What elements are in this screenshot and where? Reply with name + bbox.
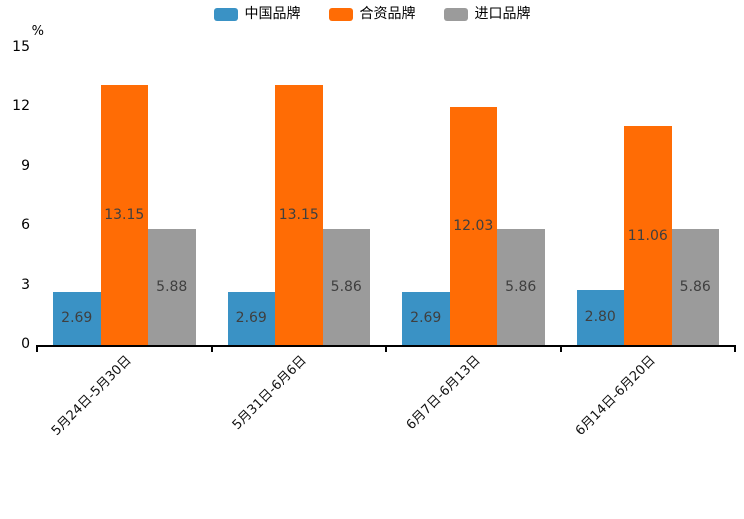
bar-joint-venture-brand [275,84,323,345]
bar-value-label: 2.69 [235,310,267,327]
x-axis-tick [211,347,213,352]
bar-value-label: 2.69 [61,310,93,327]
bar-china-brand [576,289,624,345]
bar-china-brand [227,291,275,345]
y-tick-label: 12 [12,98,30,115]
y-tick-label: 3 [21,276,30,293]
y-tick-label: 0 [21,336,30,352]
legend-label: 进口品牌 [474,6,531,22]
bar-value-label: 2.80 [584,309,616,326]
x-category-label: 5月24日-5月30日 [49,353,135,439]
legend-item-china-brand: 中国品牌 [213,6,301,22]
legend-swatch-import-brand [443,7,468,21]
y-tick-label: 6 [21,217,30,234]
x-category-label: 6月7日-6月13日 [403,353,484,433]
x-axis-tick [734,347,736,352]
bar-value-label: 5.86 [330,278,362,295]
bar-value-label: 5.88 [156,278,188,295]
y-tick-label: 15 [12,39,30,55]
plot-area: 2.69 13.15 5.88 5月24日-5月30日 2.69 13.15 5.86 5月3… [36,45,736,439]
x-axis-line [36,345,736,347]
bar-joint-venture-brand [624,126,672,345]
bar-import-brand [322,228,370,345]
bar-joint-venture-brand [100,84,148,345]
bar-value-label: 5.86 [505,278,537,295]
legend-item-joint-venture-brand: 合资品牌 [328,6,416,22]
legend-label: 合资品牌 [359,6,416,22]
bar-import-brand [148,228,196,345]
bar-import-brand [671,228,719,345]
y-tick-label: 9 [21,157,30,174]
legend-label: 中国品牌 [244,6,301,22]
legend-item-import-brand: 进口品牌 [443,6,531,22]
bar-joint-venture-brand [449,106,497,345]
x-axis-tick [560,347,562,352]
x-axis-tick [36,347,38,352]
bar-value-label: 5.86 [679,278,711,295]
bar-value-label: 2.69 [410,310,442,327]
bar-value-label: 13.15 [278,206,319,223]
x-axis-tick [385,347,387,352]
x-category-label: 5月31日-6月6日 [229,353,310,433]
bar-china-brand [53,291,101,345]
bar-value-label: 11.06 [627,227,668,244]
legend: 中国品牌 合资品牌 进口品牌 [0,6,744,22]
legend-swatch-joint-venture-brand [328,7,353,21]
bar-value-label: 13.15 [104,206,145,223]
bar-china-brand [402,291,450,345]
bar-import-brand [497,228,545,345]
y-axis-unit-label: % [31,24,44,39]
x-category-label: 6月14日-6月20日 [572,353,659,439]
legend-swatch-china-brand [213,7,238,21]
chart-container: 中国品牌 合资品牌 进口品牌 % 2.69 13.15 5.88 5月24日-5月30日 2… [0,6,744,439]
bar-value-label: 12.03 [453,217,494,234]
